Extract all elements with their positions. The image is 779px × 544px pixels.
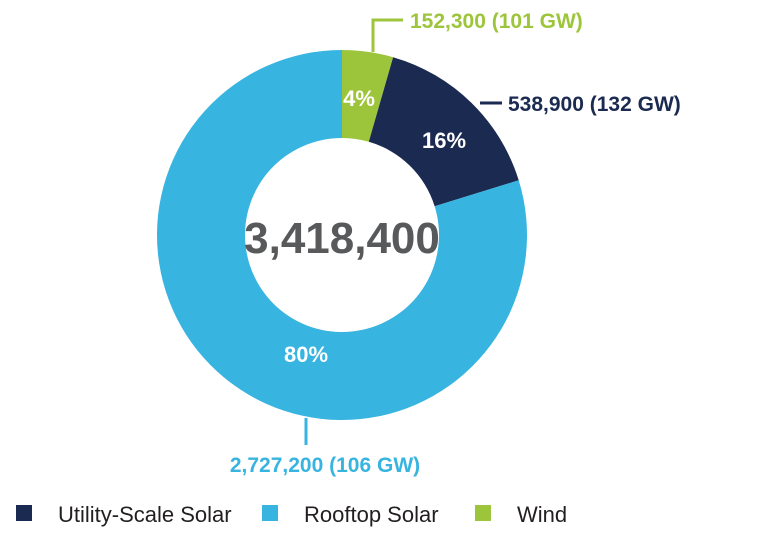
legend: Utility-Scale Solar Rooftop Solar Wind bbox=[16, 502, 567, 527]
legend-swatch bbox=[262, 505, 278, 521]
legend-swatch bbox=[475, 505, 491, 521]
legend-label: Rooftop Solar bbox=[304, 502, 439, 527]
donut-slices bbox=[156, 50, 527, 421]
legend-label: Wind bbox=[517, 502, 567, 527]
slice-percent-labels: 4% 16% 80% bbox=[284, 86, 466, 367]
slice-percent-label: 4% bbox=[343, 86, 375, 111]
slice-rooftop-solar bbox=[156, 50, 527, 421]
callout-label: 2,727,200 (106 GW) bbox=[230, 454, 420, 477]
legend-swatch bbox=[16, 505, 32, 521]
callout-label: 152,300 (101 GW) bbox=[410, 10, 583, 33]
slice-utility-scale-solar bbox=[368, 57, 519, 207]
callout-label: 538,900 (132 GW) bbox=[508, 93, 681, 116]
callout-leader-line bbox=[371, 18, 403, 52]
slice-percent-label: 16% bbox=[422, 128, 466, 153]
slice-percent-label: 80% bbox=[284, 342, 328, 367]
slice-wind bbox=[342, 50, 394, 142]
legend-label: Utility-Scale Solar bbox=[58, 502, 232, 527]
slice-callouts: 152,300 (101 GW) 538,900 (132 GW) 2,727,20… bbox=[230, 10, 681, 477]
center-total-label: 3,418,400 bbox=[244, 214, 440, 263]
